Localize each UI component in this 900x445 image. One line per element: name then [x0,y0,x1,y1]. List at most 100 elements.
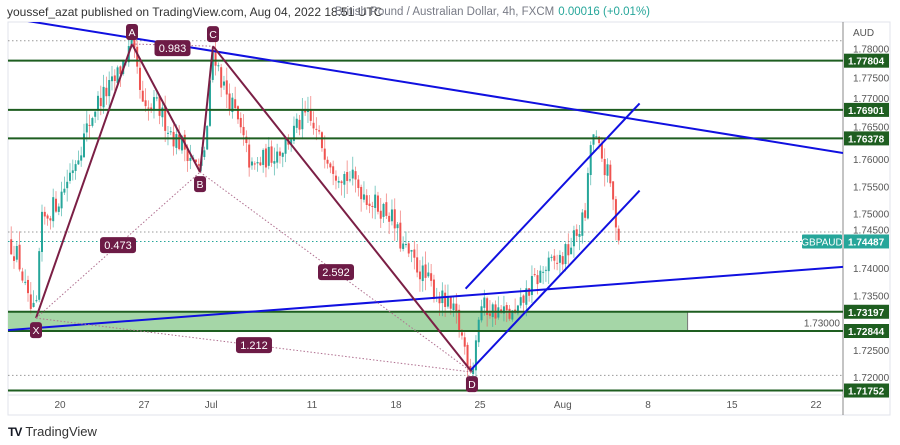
candle-body [519,297,522,306]
candle-body [368,203,371,207]
candle-body [52,197,55,222]
candle-body [399,222,402,249]
candle [225,67,228,108]
candle-body [365,195,368,205]
candle [82,123,85,158]
candle-body [155,97,158,99]
candle-body [180,136,183,151]
candle-body [354,171,357,180]
candle-body [141,90,144,102]
candle-body [57,206,60,212]
chart-frame [7,21,891,416]
candle-body [533,274,536,276]
candle [614,196,617,241]
candle-body [572,230,575,247]
candle-body [592,134,595,145]
price-change: 0.00016 (+0.01%) [558,6,650,18]
candle [564,242,567,272]
candle-body [553,255,556,261]
candle-body [85,123,88,133]
candle-body [161,107,164,118]
candle [231,93,234,119]
candle [533,267,536,277]
candle-body [323,148,326,160]
candle-body [609,164,612,184]
support-zone [8,311,689,332]
candle [385,193,388,219]
candle [348,171,351,183]
time-tick: 8 [645,400,651,411]
candle-body [371,205,374,207]
candle [273,147,276,176]
candle [340,180,343,196]
pattern-ratio-label: 2.592 [318,264,354,281]
candle [259,156,262,167]
candle [592,134,595,152]
candle-body [276,151,279,163]
candle [550,254,553,262]
candle [539,265,542,283]
price-tick: 1.77000 [853,94,890,105]
candle-body [418,271,421,280]
pattern-point-X: X [30,322,42,339]
candle-body [99,97,102,107]
candle-body [332,166,335,174]
candle-body [15,246,18,260]
ratio-label-text: 2.592 [322,267,350,279]
candle [250,157,253,170]
candle [52,188,55,228]
candle [421,256,424,292]
candle [382,202,385,224]
candle [85,110,88,142]
candle-body [68,172,71,181]
candle-body [396,224,399,229]
candle-body [472,368,475,374]
candle [502,295,505,322]
candle [390,199,393,226]
candle [141,80,144,102]
candle [236,105,239,124]
candle-body [480,306,483,321]
candle [29,282,32,314]
candle [281,152,284,168]
symbol-tag[interactable]: GBPAUD [801,234,843,249]
candle-body [138,67,141,90]
time-tick: 20 [54,400,66,411]
candle [88,114,91,139]
candle-body [88,124,91,126]
candle [256,156,259,172]
candle-body [29,294,32,309]
point-label-bg [465,376,478,393]
candle-body [530,276,533,295]
candle-body [267,146,270,166]
candle-body [390,209,393,222]
candle [374,185,377,220]
point-label-bg [30,322,42,339]
candle [410,249,413,263]
candle-body [197,164,200,166]
candle [360,184,363,212]
pattern-ratio-label: 0.473 [100,237,137,254]
candle-body [222,81,225,86]
candle-body [278,151,281,156]
trendline-ascending-support [8,265,843,332]
ratio-label-bg [318,264,354,281]
tradingview-logo[interactable]: TV TradingView [8,424,97,439]
candle-body [273,161,276,164]
candle-body [144,100,147,107]
candle-body [186,147,189,162]
candle-body [606,164,609,176]
candle [376,191,379,215]
candle [164,95,167,143]
ratio-label-text: 0.983 [159,43,187,55]
level-price-tag: 1.77804 [844,53,889,68]
candle [477,317,480,347]
candle [150,103,153,113]
candle-body [211,50,214,80]
currency-label: AUD [853,28,874,39]
candle-body [136,46,139,67]
candle [189,144,192,170]
pattern-leg [199,46,214,173]
candle-body [24,281,27,283]
